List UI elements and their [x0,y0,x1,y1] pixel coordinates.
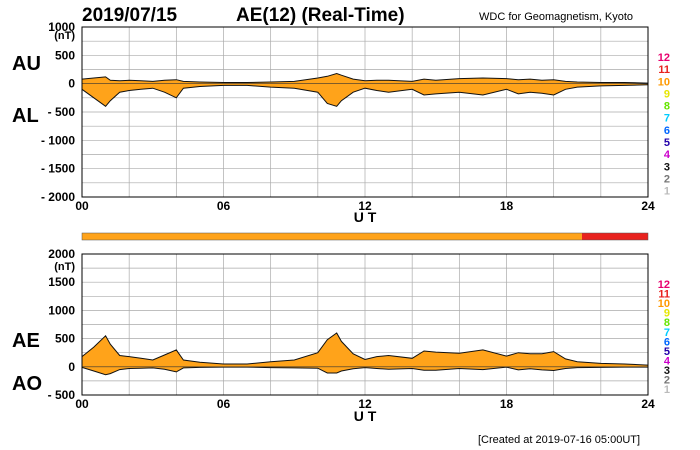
station-legend-10: 10 [658,298,670,310]
chart-date: 2019/07/15 [82,5,178,26]
station-legend-2: 2 [664,173,670,185]
x-tick-label: 06 [217,397,231,411]
x-tick-label: 18 [500,397,514,411]
plot-frame [81,253,649,396]
station-legend-4: 4 [664,355,671,367]
station-legend-2: 2 [664,375,670,387]
x-axis-label: U T [354,209,377,225]
station-legend-3: 3 [664,365,670,377]
x-tick-label: 00 [75,397,89,411]
station-bar-segment [581,233,648,240]
series-line-ae [81,332,649,366]
y-tick-label: 0 [68,77,75,91]
chart-source: WDC for Geomagnetism, Kyoto [479,11,633,23]
station-legend-8: 8 [664,317,670,329]
x-tick-label: 00 [75,199,89,213]
station-legend-6: 6 [664,125,670,137]
station-legend-11: 11 [658,289,670,301]
series-line-ao [81,366,648,376]
station-legend-11: 11 [658,64,670,76]
station-legend-5: 5 [664,346,670,358]
y-tick-label: 500 [55,48,75,62]
y-tick-label: - 2000 [41,190,75,204]
station-legend-4: 4 [664,149,671,161]
station-legend-12: 12 [658,279,670,291]
station-bar-frame [81,232,649,241]
lower-index-label: AL [12,105,39,127]
index-fill-area [82,73,648,107]
y-tick-label: 1000 [48,20,75,34]
y-unit-label: (nT) [54,261,75,273]
y-tick-label: 500 [55,332,75,346]
station-legend-9: 9 [664,88,670,100]
upper-index-label: AE [12,330,40,352]
y-tick-label: - 500 [48,105,76,119]
station-bar-segment [82,233,582,240]
chart-title: AE(12) (Real-Time) [236,5,405,26]
x-tick-label: 18 [500,199,514,213]
y-unit-label: (nT) [54,30,75,42]
y-tick-label: - 1000 [41,133,75,147]
y-tick-label: 0 [68,360,75,374]
station-legend-9: 9 [664,308,670,320]
y-tick-label: 1500 [48,275,75,289]
created-timestamp: [Created at 2019-07-16 05:00UT] [478,434,640,446]
station-legend-8: 8 [664,101,670,113]
x-tick-label: 12 [358,397,372,411]
lower-index-label: AO [12,373,42,395]
y-tick-label: - 500 [48,388,76,402]
series-line-au [81,72,649,84]
series-line-al [81,84,649,107]
station-legend-10: 10 [658,76,670,88]
station-legend-1: 1 [664,186,670,198]
x-tick-label: 24 [641,397,655,411]
station-count-bar [81,232,649,241]
station-legend-1: 1 [664,384,670,396]
upper-index-label: AU [12,53,41,75]
station-legend-3: 3 [664,161,670,173]
plot-frame [81,26,649,198]
y-tick-label: - 1500 [41,162,75,176]
station-legend-6: 6 [664,336,670,348]
x-tick-label: 06 [217,199,231,213]
x-tick-label: 24 [641,199,655,213]
station-legend-12: 12 [658,52,670,64]
station-legend-7: 7 [664,113,670,125]
x-tick-label: 12 [358,199,372,213]
y-tick-label: 1000 [48,303,75,317]
x-axis-label: U T [354,408,377,424]
station-legend-5: 5 [664,137,670,149]
station-legend-7: 7 [664,327,670,339]
y-tick-label: 2000 [48,247,75,261]
